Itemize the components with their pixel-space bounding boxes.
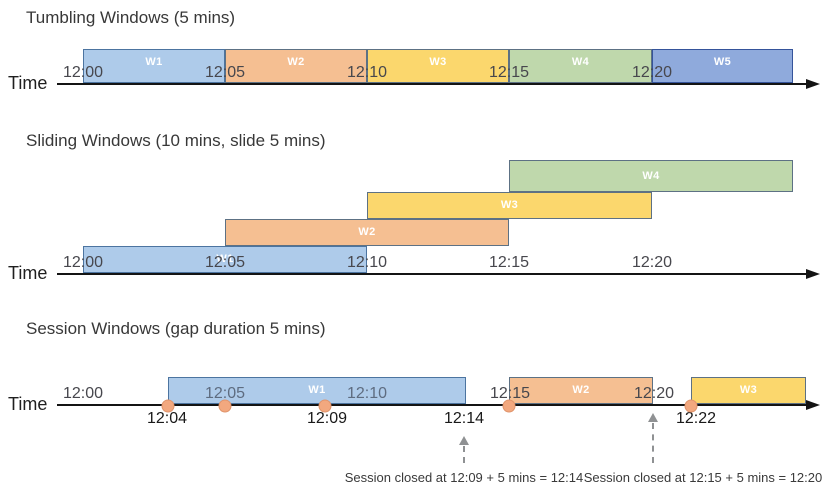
event-dot [218, 399, 232, 413]
session-time-axis-label: Time [8, 394, 48, 414]
time-tick-label: 12:10 [346, 385, 388, 402]
time-tick-label: 12:00 [62, 254, 104, 271]
window-label-w3: W3 [429, 55, 447, 68]
window-w3: W3 [691, 377, 806, 404]
time-axis-line [57, 273, 806, 275]
window-w1: W1 [168, 377, 466, 404]
time-tick-label: 12:15 [488, 64, 530, 81]
tumbling-section-title: Tumbling Windows (5 mins) [26, 8, 236, 27]
tumbling-time-axis-label: Time [8, 73, 48, 93]
event-time-label: 12:09 [306, 410, 348, 427]
session-closed-annotation: Session closed at 12:15 + 5 mins = 12:20 [583, 470, 823, 485]
time-tick-label: 12:20 [631, 64, 673, 81]
event-dot [684, 399, 698, 413]
event-dot [502, 399, 516, 413]
callout-arrowhead [459, 436, 469, 445]
session-closed-annotation: Session closed at 12:09 + 5 mins = 12:14 [344, 470, 584, 485]
window-label-w4: W4 [642, 169, 660, 182]
window-w4: W4 [509, 49, 652, 83]
time-tick-label: 12:05 [204, 64, 246, 81]
window-label-w2: W2 [572, 384, 590, 396]
event-dot [161, 399, 175, 413]
window-w4: W4 [509, 160, 793, 192]
time-axis-arrowhead [806, 269, 820, 279]
window-label-w2: W2 [287, 55, 305, 68]
callout-dashed-line [463, 446, 465, 463]
window-w2: W2 [225, 219, 509, 246]
time-tick-label: 12:00 [62, 385, 104, 402]
time-tick-label: 12:20 [631, 254, 673, 271]
window-w5: W5 [652, 49, 793, 83]
sliding-time-axis-label: Time [8, 263, 48, 283]
time-tick-label: 12:10 [346, 64, 388, 81]
window-label-w3: W3 [739, 384, 758, 396]
window-label-w4: W4 [571, 55, 590, 68]
window-label-w3: W3 [500, 199, 519, 211]
event-time-label: 12:04 [146, 410, 188, 427]
window-w2: W2 [225, 49, 367, 83]
callout-arrowhead [648, 413, 658, 422]
time-axis-line [57, 404, 806, 406]
time-axis-arrowhead [806, 400, 820, 410]
window-w2: W2 [509, 377, 653, 404]
event-dot [318, 399, 332, 413]
time-tick-label: 12:15 [488, 254, 530, 271]
window-w1: W1 [83, 246, 367, 273]
event-time-label: 12:22 [675, 410, 717, 427]
time-axis-arrowhead [806, 79, 820, 89]
callout-dashed-line [652, 423, 654, 463]
window-w3: W3 [367, 192, 652, 219]
window-label-w2: W2 [358, 226, 376, 238]
time-tick-label: 12:10 [346, 254, 388, 271]
sliding-section-title: Sliding Windows (10 mins, slide 5 mins) [26, 131, 326, 150]
time-tick-label: 12:15 [489, 385, 531, 402]
window-w3: W3 [367, 49, 509, 83]
time-tick-label: 12:05 [204, 254, 246, 271]
window-label-w5: W5 [713, 55, 732, 68]
time-tick-label: 12:00 [62, 64, 104, 81]
event-time-label: 12:14 [443, 410, 485, 427]
session-section-title: Session Windows (gap duration 5 mins) [26, 319, 326, 338]
time-tick-label: 12:20 [633, 385, 675, 402]
window-label-w1: W1 [308, 384, 326, 396]
window-label-w1: W1 [216, 253, 234, 265]
time-axis-line [57, 83, 806, 85]
window-label-w1: W1 [145, 55, 163, 68]
time-tick-label: 12:05 [204, 385, 246, 402]
window-w1: W1 [83, 49, 225, 83]
